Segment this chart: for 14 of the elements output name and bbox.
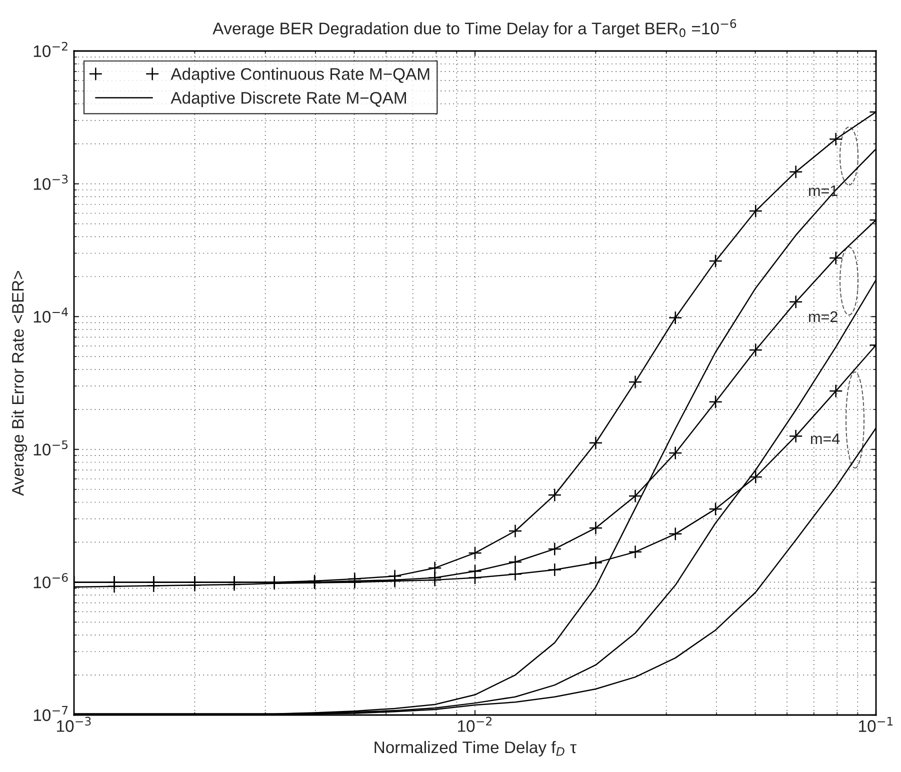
annotation: m=2 [809,311,838,322]
chart-title: Average BER Degradation due to Time Delay for a Target BER$_{0}$ =10$^{−6}$ [212,19,736,38]
legend-label: Adaptive Continuous Rate M−QAM [170,68,430,84]
y-axis-title: Average Bit Error Rate <BER> [12,270,28,496]
annotation: m=4 [811,433,840,444]
legend-label: Adaptive Discrete Rate M−QAM [170,92,406,108]
y-tick-label: 10$^{−3}$ [34,174,68,190]
y-tick-label: 10$^{−4}$ [34,308,68,323]
x-tick-label: 10$^{−1}$ [859,716,893,732]
x-axis-title: Normalized Time Delay f$_{D}$ τ [374,740,576,756]
y-tick-label: 10$^{−5}$ [34,440,68,456]
y-tick-label: 10$^{−6}$ [34,573,68,588]
y-tick-label: 10$^{−2}$ [34,42,68,58]
x-tick-label: 10$^{−2}$ [458,716,492,732]
